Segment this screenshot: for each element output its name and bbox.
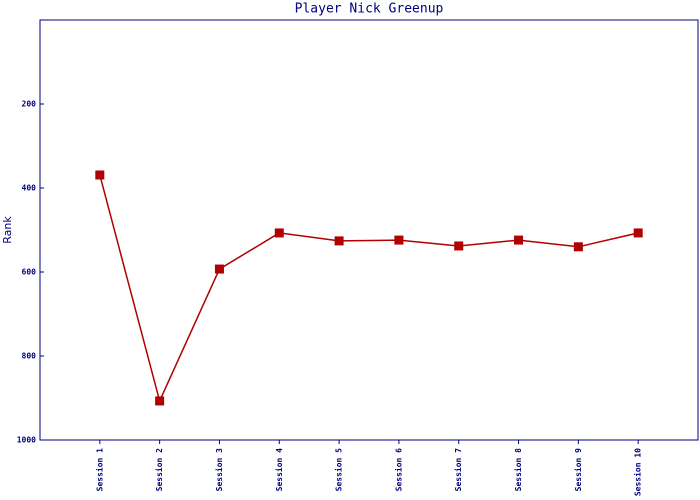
y-tick-label: 600 bbox=[22, 268, 37, 277]
plot-frame bbox=[39, 19, 699, 441]
data-point bbox=[334, 236, 344, 246]
data-point bbox=[394, 235, 404, 245]
x-tick-label: Session 4 bbox=[274, 448, 284, 492]
y-tick-label: 200 bbox=[22, 100, 37, 109]
x-tick-label: Session 2 bbox=[154, 448, 164, 492]
data-point bbox=[633, 228, 643, 238]
y-tick-label: 800 bbox=[22, 352, 37, 361]
x-tick-label: Session 5 bbox=[334, 448, 344, 492]
data-point bbox=[573, 242, 583, 252]
x-tick-label: Session 1 bbox=[94, 448, 104, 492]
x-tick-label: Session 6 bbox=[393, 448, 403, 492]
data-point bbox=[214, 264, 224, 274]
x-tick-label: Session 7 bbox=[453, 448, 463, 492]
y-axis-label: Rank bbox=[1, 216, 14, 244]
data-point bbox=[95, 170, 105, 180]
x-tick-label: Session 9 bbox=[573, 448, 583, 492]
data-line bbox=[99, 174, 639, 404]
data-point bbox=[454, 241, 464, 251]
x-tick-label: Session 10 bbox=[633, 448, 643, 496]
x-tick-label: Session 3 bbox=[214, 448, 224, 492]
data-point bbox=[274, 228, 284, 238]
y-tick-label: 400 bbox=[22, 184, 37, 193]
chart-title: Player Nick Greenup bbox=[295, 2, 444, 17]
data-point bbox=[514, 235, 524, 245]
y-tick-label: 1000 bbox=[17, 436, 36, 445]
data-point bbox=[155, 396, 165, 406]
x-tick-label: Session 8 bbox=[513, 448, 523, 492]
